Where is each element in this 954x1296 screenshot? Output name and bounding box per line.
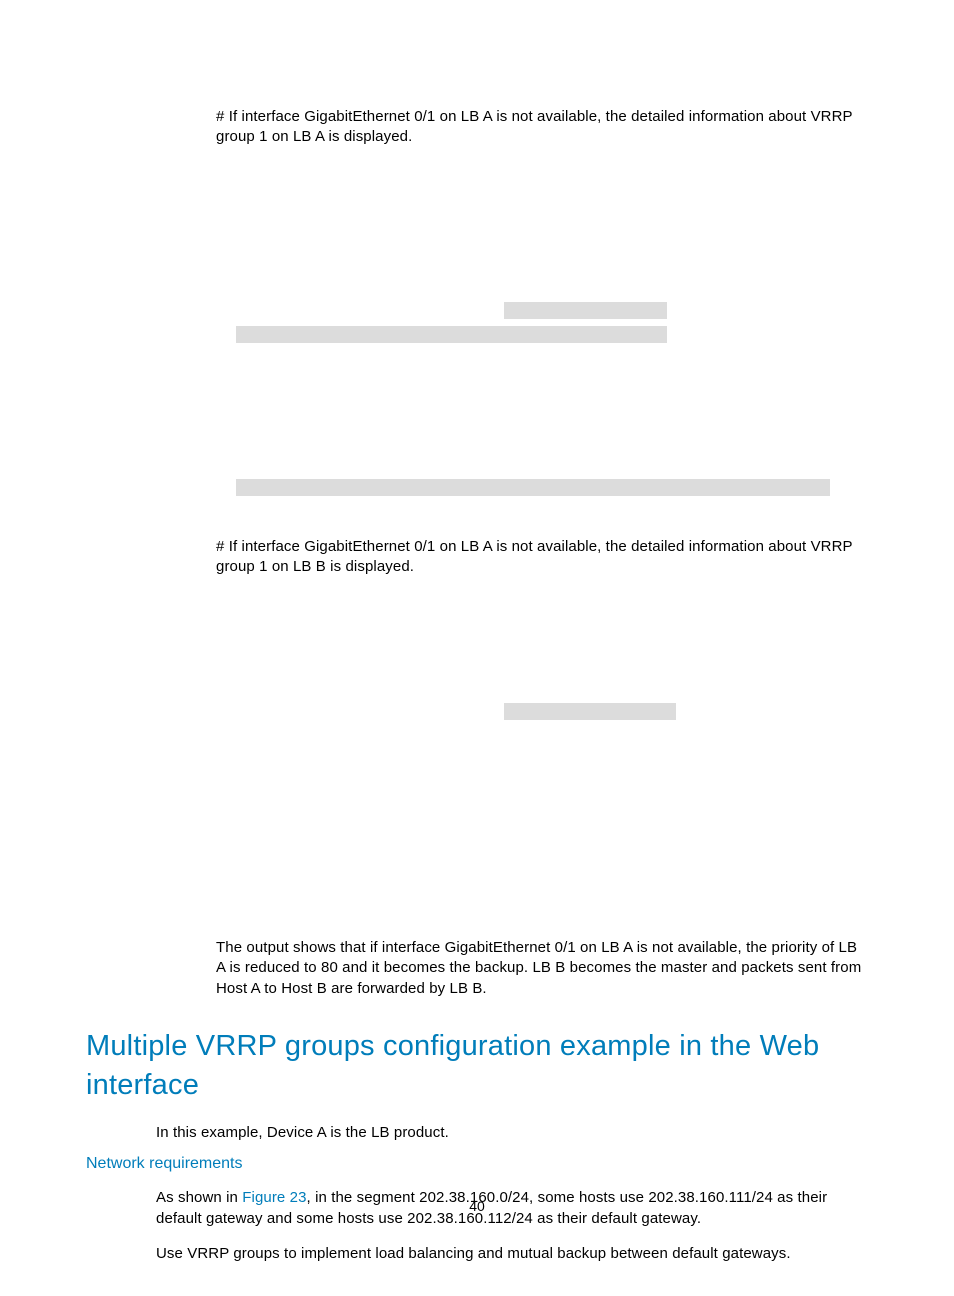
paragraph: In this example, Device A is the LB prod… bbox=[156, 1123, 868, 1143]
highlight-block bbox=[236, 479, 830, 496]
highlight-block bbox=[504, 302, 667, 319]
paragraph: The output shows that if interface Gigab… bbox=[216, 938, 868, 999]
section-heading: Multiple VRRP groups configuration examp… bbox=[86, 1027, 868, 1105]
highlight-block bbox=[236, 326, 667, 343]
paragraph: # If interface GigabitEthernet 0/1 on LB… bbox=[216, 537, 868, 578]
page-number: 40 bbox=[0, 1198, 954, 1214]
paragraph: Use VRRP groups to implement load balanc… bbox=[156, 1244, 868, 1264]
placeholder-region bbox=[86, 587, 868, 923]
paragraph: # If interface GigabitEthernet 0/1 on LB… bbox=[216, 107, 868, 148]
document-page: # If interface GigabitEthernet 0/1 on LB… bbox=[0, 0, 954, 1296]
highlight-block bbox=[504, 703, 676, 720]
subsection-heading: Network requirements bbox=[86, 1155, 868, 1173]
